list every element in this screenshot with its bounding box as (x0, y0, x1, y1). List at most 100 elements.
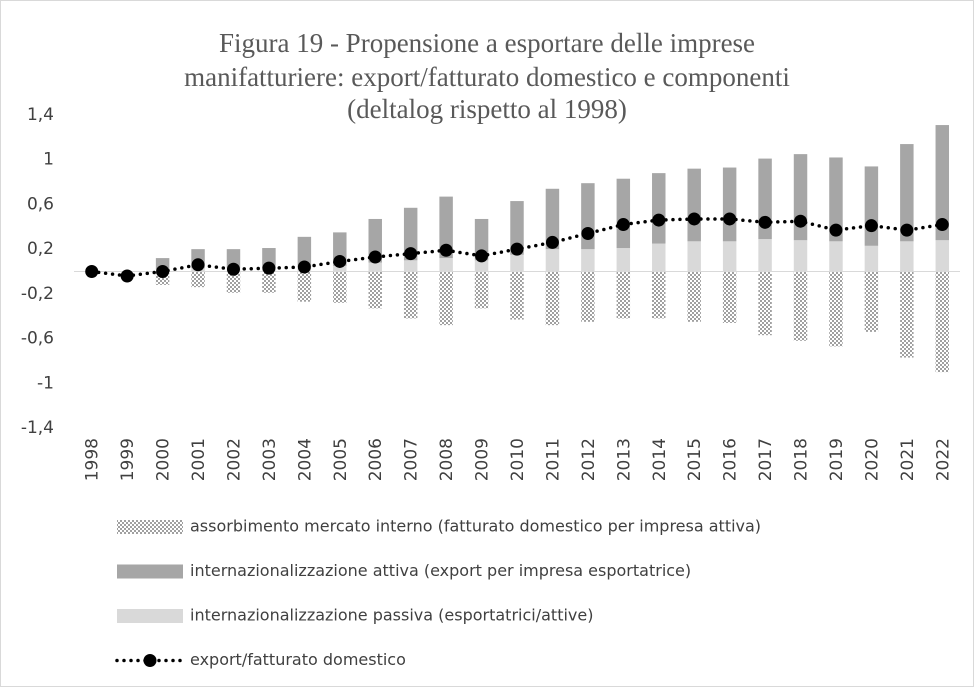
bar (829, 241, 843, 272)
y-tick-label: 0,2 (27, 239, 54, 259)
bar (793, 240, 808, 272)
line-marker (687, 212, 701, 226)
line-marker (900, 223, 914, 237)
line-marker (829, 223, 843, 237)
x-tick-label: 2019 (827, 438, 847, 481)
bar (829, 271, 843, 347)
bar (155, 258, 170, 270)
x-tick-label: 2014 (650, 438, 670, 481)
x-tick-label: 2016 (721, 438, 741, 481)
x-tick-label: 2020 (862, 438, 882, 481)
bar (652, 173, 666, 244)
bar (333, 265, 347, 272)
legend-swatch (143, 654, 157, 667)
chart-title: manifatturiere: export/fatturato domesti… (184, 62, 790, 92)
line-marker (262, 261, 276, 275)
line-marker (85, 265, 99, 278)
bar (403, 207, 418, 261)
x-tick-label: 2018 (792, 438, 812, 481)
bar (439, 258, 453, 272)
x-tick-label: 2013 (614, 438, 634, 481)
x-tick-label: 2000 (154, 438, 174, 481)
bar (226, 271, 241, 293)
bar (545, 249, 560, 272)
line-marker (368, 250, 382, 264)
bar (262, 271, 276, 293)
chart-title: (deltalog rispetto al 1998) (347, 94, 627, 124)
line-marker (652, 213, 666, 227)
bar (474, 271, 489, 309)
bar (864, 166, 879, 246)
x-tick-label: 2001 (189, 438, 209, 481)
bar (581, 249, 595, 272)
line-marker (439, 243, 453, 257)
x-tick-label: 2011 (543, 438, 563, 481)
y-tick-label: -0,6 (21, 329, 54, 349)
x-tick-label: 2005 (331, 438, 351, 481)
bar (616, 248, 631, 272)
legend-label: assorbimento mercato interno (fatturato … (190, 517, 761, 536)
x-tick-label: 2007 (402, 438, 422, 481)
bar (793, 271, 808, 341)
y-tick-label: -1 (37, 373, 54, 393)
line-marker (616, 218, 630, 232)
line-marker (404, 247, 418, 261)
bar (616, 271, 631, 319)
line-marker (226, 262, 240, 276)
bar (368, 271, 382, 309)
x-tick-label: 2002 (224, 438, 244, 481)
legend-swatch (117, 520, 183, 534)
bar (652, 243, 666, 272)
line-marker (156, 265, 170, 278)
x-tick-label: 1999 (118, 438, 138, 481)
legend-label: internazionalizzazione passiva (esportat… (190, 606, 593, 625)
bar (900, 241, 914, 272)
bar (935, 125, 950, 241)
x-tick-label: 2021 (898, 438, 918, 481)
x-tick-label: 2004 (295, 438, 315, 481)
y-tick-label: 1,4 (27, 105, 54, 125)
line-marker (545, 235, 559, 249)
bar (616, 178, 631, 249)
bar (368, 262, 382, 272)
x-tick-label: 1998 (83, 438, 103, 481)
bar (758, 239, 772, 272)
bar (935, 240, 950, 272)
bar (864, 271, 879, 332)
line-marker (758, 215, 772, 229)
bar (439, 271, 453, 326)
x-tick-label: 2003 (260, 438, 280, 481)
bar (474, 260, 489, 272)
bar (687, 168, 701, 242)
bar (545, 271, 560, 326)
x-tick-label: 2012 (579, 438, 599, 481)
line-marker (120, 269, 134, 283)
x-tick-label: 2009 (473, 438, 493, 481)
legend-swatch (117, 609, 183, 623)
bar (758, 271, 772, 336)
line-marker (723, 212, 737, 226)
bar (333, 271, 347, 303)
legend-label: internazionalizzazione attiva (export pe… (190, 561, 691, 580)
bar (687, 241, 701, 272)
bar (829, 157, 843, 242)
y-tick-label: 0,6 (27, 194, 54, 214)
line-marker (864, 219, 878, 233)
bar (226, 249, 241, 269)
bar (297, 236, 312, 268)
bar (900, 144, 914, 242)
bar (439, 196, 453, 259)
bar (722, 167, 737, 242)
bar (581, 271, 595, 322)
bar (403, 260, 418, 272)
chart-title: Figura 19 - Propensione a esportare dell… (219, 28, 755, 58)
y-tick-label: 1 (43, 150, 54, 170)
line-marker (935, 218, 949, 232)
x-tick-label: 2022 (933, 438, 953, 481)
bar (403, 271, 418, 319)
bar (935, 271, 950, 373)
bar (191, 271, 205, 288)
bar (722, 271, 737, 323)
bar (510, 254, 524, 272)
